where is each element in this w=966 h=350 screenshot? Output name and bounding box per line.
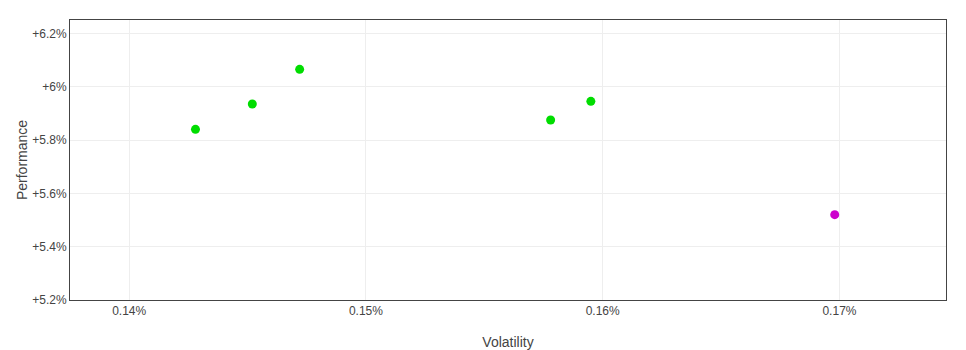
svg-text:+6.2%: +6.2% [32, 27, 67, 41]
svg-text:0.14%: 0.14% [112, 304, 146, 318]
svg-text:+5.2%: +5.2% [32, 293, 67, 307]
svg-text:Volatility: Volatility [482, 334, 533, 350]
svg-text:+5.6%: +5.6% [32, 187, 67, 201]
svg-text:Performance: Performance [14, 120, 30, 200]
svg-text:0.17%: 0.17% [822, 304, 856, 318]
svg-text:+5.8%: +5.8% [32, 133, 67, 147]
svg-text:0.15%: 0.15% [349, 304, 383, 318]
svg-text:+5.4%: +5.4% [32, 240, 67, 254]
svg-text:+6%: +6% [42, 80, 67, 94]
svg-text:0.16%: 0.16% [586, 304, 620, 318]
